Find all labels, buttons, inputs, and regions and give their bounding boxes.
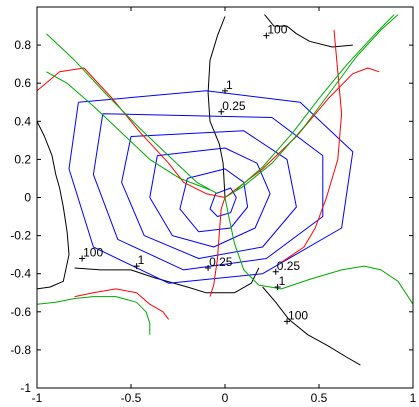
y-tick-label: -0.8: [10, 343, 31, 357]
green-curve-17: [224, 14, 399, 198]
green-curve-16: [46, 33, 218, 195]
red-curve-12: [224, 67, 380, 198]
contour-marker: [272, 268, 279, 275]
y-tick-label: 0.8: [14, 38, 31, 52]
x-tick-label: 0: [222, 391, 229, 405]
contour-level-label: 1: [279, 274, 286, 288]
black-curve-4: [262, 286, 361, 366]
contour-marker: [218, 108, 225, 115]
contour-marker: [263, 32, 270, 39]
x-tick-label: 0.5: [311, 391, 328, 405]
contour-marker: [284, 318, 291, 325]
red-curve-13: [74, 288, 170, 320]
green-curve-20: [46, 71, 211, 191]
y-tick-label: 0.2: [14, 152, 31, 166]
axis-ticks: -1 -0.5 0 0.5 1 -1 -0.8 -0.6 -0.4 -0.2 0 0.2 0.4 0.6 0…: [10, 7, 417, 405]
contour-level-label: 1: [138, 253, 145, 267]
blue-curve-10: [68, 90, 354, 284]
red-curve-15: [281, 29, 343, 263]
red-curve-14: [209, 197, 226, 297]
y-tick-label: -0.4: [10, 267, 31, 281]
blue-curve-8: [121, 130, 297, 259]
y-tick-label: 0.4: [14, 114, 31, 128]
green-curve-21: [235, 14, 395, 191]
contour-level-label: 1: [226, 78, 233, 92]
contour-marker: [79, 255, 86, 262]
y-tick-label: -1: [20, 381, 31, 395]
contour-level-label: 0.25: [209, 255, 233, 269]
blue-curve-5: [209, 187, 237, 217]
red-curve-11: [37, 67, 226, 198]
y-tick-label: -0.6: [10, 305, 31, 319]
contour-marker: [222, 87, 228, 94]
green-curve-18: [37, 296, 151, 335]
black-curve-2: [264, 14, 353, 48]
contour-marker: [205, 264, 212, 271]
black-curve-3: [207, 16, 226, 198]
blue-curve-9: [92, 113, 324, 271]
contour-marker: [133, 263, 140, 270]
x-tick-label: 1: [410, 391, 417, 405]
contour-level-label: 100: [288, 308, 308, 322]
black-curve-0: [37, 121, 70, 290]
plot-curves: [37, 14, 413, 366]
x-tick-label: -1: [32, 391, 43, 405]
blue-curve-7: [149, 147, 271, 248]
contour-level-label: 0.25: [222, 99, 246, 113]
contour-level-label: 100: [267, 23, 287, 37]
x-tick-label: -0.5: [121, 391, 142, 405]
green-curve-19: [224, 197, 413, 305]
y-tick-label: 0.6: [14, 76, 31, 90]
blue-curve-6: [179, 168, 249, 233]
contour-level-label: 0.25: [277, 259, 301, 273]
y-tick-label: -0.2: [10, 229, 31, 243]
y-tick-label: 0: [24, 191, 31, 205]
black-curve-1: [74, 267, 260, 294]
contour-marker: [274, 284, 281, 291]
contour-level-label: 100: [83, 245, 103, 259]
